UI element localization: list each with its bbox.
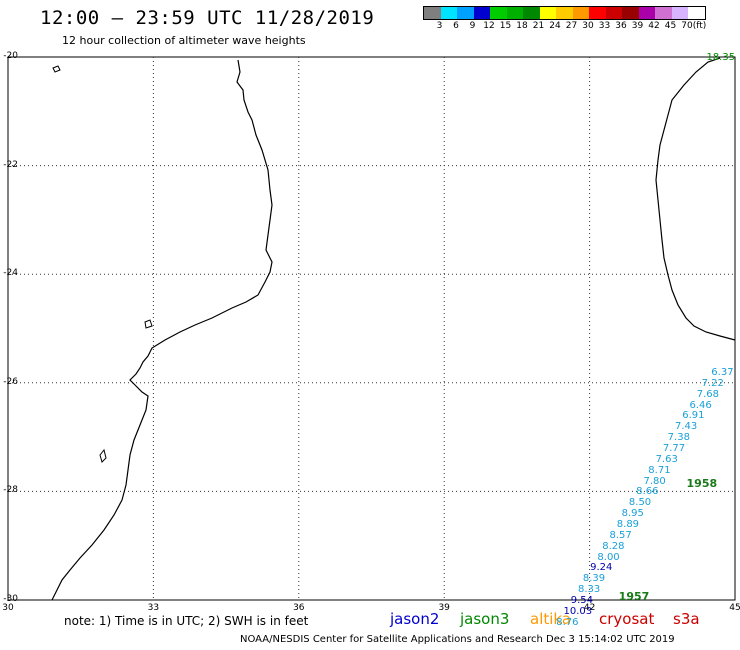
swh-value-label: 7.22: [701, 377, 724, 389]
colorbar-label: 24: [549, 21, 561, 31]
lon-tick-label: 30: [2, 603, 14, 613]
footer-credit: NOAA/NESDIS Center for Satellite Applica…: [240, 634, 675, 645]
colorbar-label: 3: [436, 21, 443, 31]
colorbar-swatch: [638, 7, 655, 19]
colorbar-label: 33: [598, 21, 611, 31]
pass-time-label: 1958: [686, 477, 718, 491]
swh-value-label: 9.54: [570, 595, 594, 606]
colorbar-swatch: [688, 7, 705, 19]
lon-tick-label: 36: [293, 603, 305, 613]
lon-tick-label: 42: [583, 603, 596, 613]
page-title: 12:00 – 23:59 UTC 11/28/2019: [40, 7, 375, 29]
colorbar-label: 30: [582, 21, 594, 31]
colorbar-swatch: [572, 7, 589, 19]
colorbar-swatch: [605, 7, 622, 19]
lat-tick-label: -22: [3, 159, 18, 170]
lon-tick-label: 39: [438, 603, 450, 613]
colorbar-label: 39: [631, 21, 644, 31]
lat-tick-label: -30: [3, 594, 18, 604]
lat-tick-label: -24: [3, 268, 18, 279]
colorbar-label: 42: [648, 21, 660, 31]
lat-tick-label: -28: [3, 485, 18, 496]
swh-value-label: 6.91: [682, 410, 705, 422]
sat-jason3: jason3: [460, 610, 510, 628]
colorbar-swatch: [523, 7, 540, 19]
colorbar-label: (ft): [692, 21, 707, 31]
swh-value-label: 8.89: [616, 518, 640, 530]
lon-tick-label: 33: [147, 603, 160, 613]
colorbar-swatch: [589, 7, 606, 19]
colorbar-label: 18: [516, 21, 528, 31]
colorbar-swatch: [671, 7, 688, 19]
swh-value-label: 7.68: [696, 388, 720, 400]
swh-value-label: 7.38: [667, 432, 690, 444]
colorbar-label: 36: [615, 21, 627, 31]
swh-value-label: 8.33: [578, 584, 601, 596]
sat-cryosat: cryosat: [599, 610, 655, 628]
colorbar-swatch: [490, 7, 507, 19]
island-outline: [144, 319, 153, 329]
swh-value-label: 10.03: [563, 605, 593, 617]
swh-value-label: 8.39: [582, 573, 606, 585]
swh-value-label: 7.43: [674, 421, 698, 433]
colorbar-label: 27: [565, 21, 578, 31]
coastline-madagascar: [655, 57, 736, 341]
sat-altika: altika: [530, 610, 572, 628]
swh-value-label: 9.24: [590, 562, 613, 574]
colorbar-swatch: [473, 7, 490, 19]
pass-time-label: 1957: [618, 589, 650, 603]
map-frame: [7, 56, 736, 601]
swh-value-label: 8.00: [597, 551, 620, 563]
colorbar-labels: 3 6 9 12 15 18 21 24 27 30 33 36 39 42 45 70 (ft): [423, 21, 740, 33]
colorbar-label: 70: [681, 21, 693, 31]
swh-value-label: 8.57: [609, 529, 632, 541]
colorbar-swatch: [556, 7, 573, 19]
lat-tick-label: -20: [3, 51, 18, 61]
swh-value-label: 8.76: [556, 616, 579, 628]
coastline-mozambique: [51, 59, 273, 601]
footer-note: note: 1) Time is in UTC; 2) SWH is in fe…: [64, 614, 309, 628]
page-subtitle: 12 hour collection of altimeter wave hei…: [62, 34, 306, 47]
colorbar-label: 9: [469, 21, 476, 31]
swh-value-label: 7.80: [643, 475, 666, 487]
lat-tick-label: -26: [3, 376, 18, 387]
sat-s3a: s3a: [673, 610, 700, 628]
swh-value-label: 7.63: [655, 453, 678, 465]
colorbar-swatch: [440, 7, 457, 19]
swh-value-label: 6.46: [689, 399, 712, 411]
island-outline: [52, 65, 61, 73]
colorbar-swatch: [506, 7, 523, 19]
colorbar-swatch: [655, 7, 672, 19]
swh-value-label: 8.66: [636, 486, 659, 498]
swh-value-label: 6.37: [711, 366, 734, 378]
colorbar-swatch: [622, 7, 639, 19]
swh-value-label: 8.28: [602, 540, 625, 552]
swh-value-label: 7.77: [662, 442, 686, 454]
swh-value-label: 8.71: [648, 464, 671, 476]
colorbar-swatch: [457, 7, 474, 19]
colorbar-label: 45: [664, 21, 677, 31]
swh-value-label: 8.95: [621, 508, 644, 520]
swh-value-label: 18.35: [706, 52, 736, 63]
sat-jason2: jason2: [390, 610, 440, 628]
colorbar-label: 12: [483, 21, 495, 31]
swh-value-label: 8.50: [628, 497, 652, 509]
colorbar-swatch: [424, 7, 441, 19]
lon-tick-label: 45: [729, 603, 740, 613]
colorbar-swatch: [539, 7, 556, 19]
island-outline: [99, 448, 107, 463]
colorbar-label: 6: [453, 21, 459, 31]
colorbar-label: 15: [499, 21, 512, 31]
colorbar-label: 21: [532, 21, 545, 31]
colorbar: [423, 6, 706, 20]
